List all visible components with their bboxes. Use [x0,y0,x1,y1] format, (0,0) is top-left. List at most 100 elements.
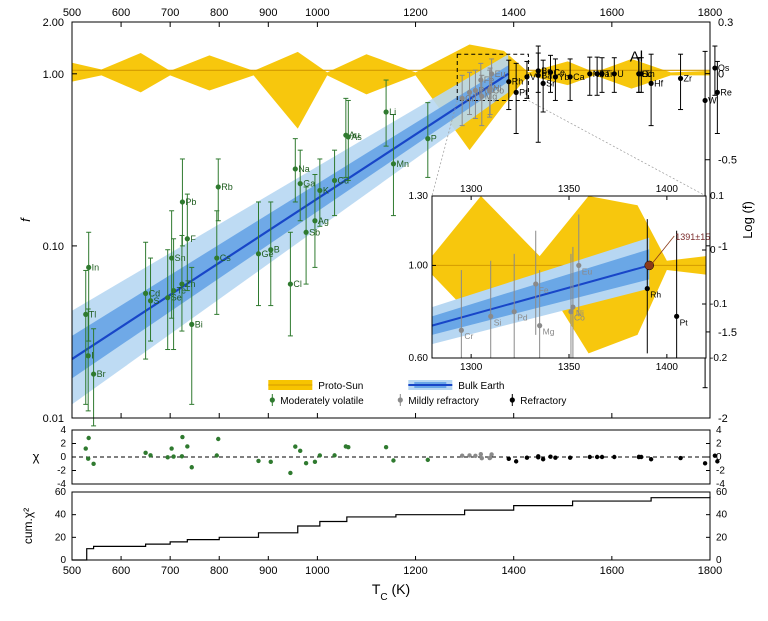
chi-point [86,436,90,440]
inset-el-label: Eu [582,266,593,276]
element-label: S [154,296,160,306]
chi-point [171,454,175,458]
chi-point [489,452,493,456]
cum-x-tick: 1000 [305,565,329,577]
cum-y-tick: 20 [55,532,67,543]
chi-point [304,461,308,465]
chi-point [143,451,147,455]
inset-el-label: Pd [517,313,528,323]
cum-x-tick: 500 [63,565,81,577]
data-point [524,74,529,79]
x-top-tick-label: 500 [63,7,81,19]
zoom-connector [528,100,706,196]
data-point [303,230,308,235]
chi-point [548,454,552,458]
inset-point [576,263,581,268]
element-label: Sn [175,253,186,263]
chi-point [169,446,173,450]
element-label: Rh [512,77,524,87]
inset-point [512,309,517,314]
chi-y2-tick: 2 [716,439,722,450]
chi-point [612,455,616,459]
legend-label: Refractory [520,396,566,407]
chi-label: χ [33,449,40,464]
inset-y2-tick: 0 [710,245,716,256]
element-label: Sr [546,78,555,88]
chi-point [600,455,604,459]
chi-point [649,457,653,461]
element-label: Rb [221,182,233,192]
chi-y-tick: -2 [57,466,66,477]
data-point [346,134,351,139]
chi-point [190,465,194,469]
data-point [489,71,494,76]
data-point [715,90,720,95]
inset-y-tick: 0.60 [409,353,429,364]
data-point [179,281,184,286]
element-label: P [431,134,437,144]
inset-x-tick: 1350 [558,362,581,373]
element-label: Hf [654,78,663,88]
chi-point [298,449,302,453]
cum-x-tick: 1400 [501,565,525,577]
inset-y-tick: 1.00 [409,260,429,271]
element-label: Na [298,164,310,174]
chi-point [346,445,350,449]
chi-point [216,437,220,441]
chi-point [332,453,336,457]
element-label: Eu [495,69,506,79]
inset-el-label: Ni [576,308,584,318]
inset-x-top-tick: 1400 [656,184,679,195]
chi-point [313,460,317,464]
inset-point [570,304,575,309]
data-point [536,68,541,73]
data-point [293,166,298,171]
data-point [636,71,641,76]
element-label: Re [720,87,732,97]
data-point [391,161,396,166]
chi-point [293,444,297,448]
chi-point [553,456,557,460]
cum-x-tick: 900 [259,565,277,577]
legend-marker [270,397,275,402]
chi-point [148,453,152,457]
inset-callout: 1391±15 [675,232,710,242]
data-point [712,65,717,70]
y2-tick-label: 0.3 [718,17,733,29]
chi-y2-tick: 4 [716,425,722,436]
y2-tick-label: -1 [718,241,728,253]
cum-y2-tick: 60 [716,487,728,498]
inset-point [537,323,542,328]
y2-tick-label: -2 [718,413,728,425]
data-point [478,77,483,82]
legend-label: Moderately volatile [280,396,364,407]
cum-frame [72,492,710,560]
x-top-tick-label: 800 [210,7,228,19]
inset-el-label: Rh [650,290,661,300]
element-label: As [351,132,362,142]
cum-x-tick: 1800 [698,565,722,577]
data-point [256,251,261,256]
element-label: In [92,262,100,272]
cum-x-tick: 700 [161,565,179,577]
cum-x-tick: 1200 [403,565,427,577]
cum-y-tick: 60 [55,487,67,498]
chi-point [384,445,388,449]
element-label: Mn [396,159,409,169]
cum-y2-tick: 40 [716,510,728,521]
inset-point [533,281,538,286]
data-point [83,312,88,317]
chart-canvas: AlTlInIBrCdSSeTeSnZnFPbBiCsRbGeBGaKClSbA… [0,0,768,621]
data-point [165,295,170,300]
data-point [479,94,484,99]
chi-point [525,456,529,460]
element-label: Cs [220,253,231,263]
data-point [612,71,617,76]
cum-x-tick: 800 [210,565,228,577]
chi-point [460,453,464,457]
data-point [189,322,194,327]
inset-el-label: Fe [539,285,549,295]
chi-y2-tick: 0 [716,452,722,463]
cum-x-tick: 600 [112,565,130,577]
chi-point [180,454,184,458]
